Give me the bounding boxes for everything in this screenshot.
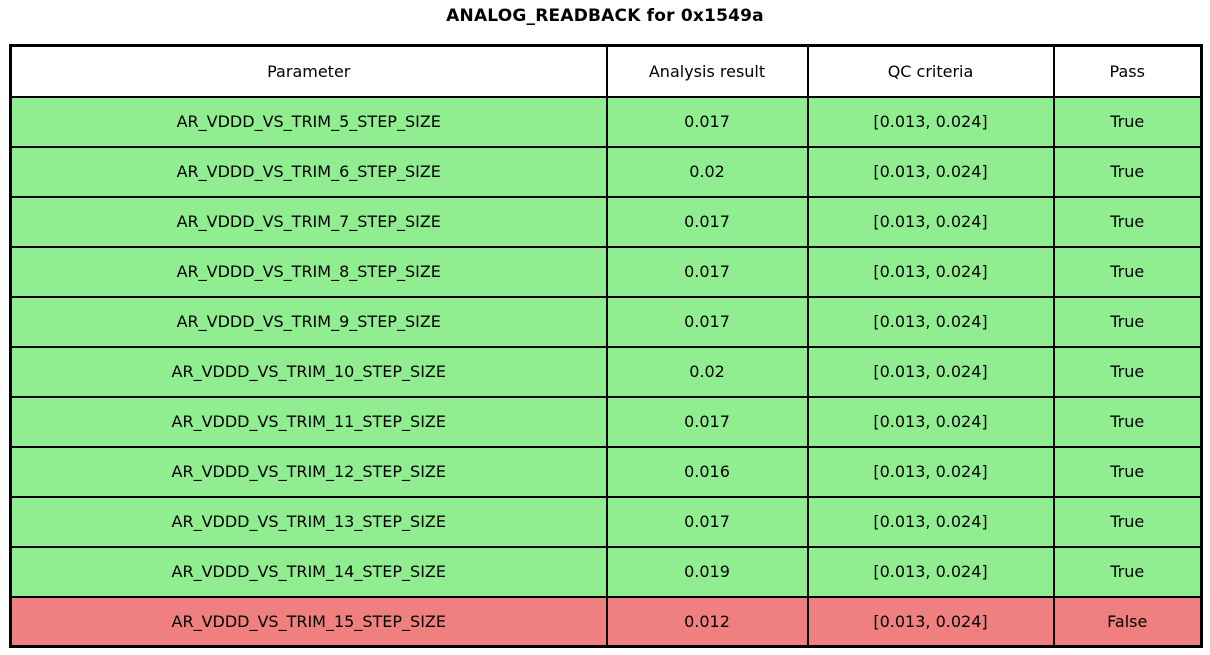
cell-pass-status: True [1052, 445, 1203, 498]
cell-parameter: AR_VDDD_VS_TRIM_12_STEP_SIZE [9, 445, 608, 498]
cell-parameter: AR_VDDD_VS_TRIM_8_STEP_SIZE [9, 245, 608, 298]
cell-parameter: AR_VDDD_VS_TRIM_14_STEP_SIZE [9, 545, 608, 598]
column-header-analysis-result: Analysis result [605, 44, 809, 98]
table-row: AR_VDDD_VS_TRIM_15_STEP_SIZE 0.012 [0.013,… [9, 595, 1203, 648]
table-row: AR_VDDD_VS_TRIM_14_STEP_SIZE 0.019 [0.013,… [9, 545, 1203, 598]
cell-pass-status: True [1052, 345, 1203, 398]
cell-parameter: AR_VDDD_VS_TRIM_15_STEP_SIZE [9, 595, 608, 648]
cell-parameter: AR_VDDD_VS_TRIM_9_STEP_SIZE [9, 295, 608, 348]
page-title: ANALOG_READBACK for 0x1549a [446, 6, 764, 26]
cell-analysis-result: 0.017 [605, 245, 809, 298]
cell-parameter: AR_VDDD_VS_TRIM_6_STEP_SIZE [9, 145, 608, 198]
cell-qc-criteria: [0.013, 0.024] [806, 545, 1055, 598]
cell-qc-criteria: [0.013, 0.024] [806, 295, 1055, 348]
cell-analysis-result: 0.012 [605, 595, 809, 648]
cell-pass-status: False [1052, 595, 1203, 648]
table-body: AR_VDDD_VS_TRIM_5_STEP_SIZE 0.017 [0.013, … [9, 95, 1203, 648]
cell-pass-status: True [1052, 545, 1203, 598]
cell-pass-status: True [1052, 295, 1203, 348]
table-row: AR_VDDD_VS_TRIM_5_STEP_SIZE 0.017 [0.013, … [9, 95, 1203, 148]
cell-parameter: AR_VDDD_VS_TRIM_10_STEP_SIZE [9, 345, 608, 398]
cell-analysis-result: 0.017 [605, 395, 809, 448]
cell-qc-criteria: [0.013, 0.024] [806, 245, 1055, 298]
cell-qc-criteria: [0.013, 0.024] [806, 495, 1055, 548]
table-row: AR_VDDD_VS_TRIM_10_STEP_SIZE 0.02 [0.013, … [9, 345, 1203, 398]
cell-parameter: AR_VDDD_VS_TRIM_7_STEP_SIZE [9, 195, 608, 248]
table-row: AR_VDDD_VS_TRIM_8_STEP_SIZE 0.017 [0.013, … [9, 245, 1203, 298]
table-header: Parameter Analysis result QC criteria Pa… [9, 44, 1203, 98]
cell-analysis-result: 0.016 [605, 445, 809, 498]
cell-analysis-result: 0.02 [605, 345, 809, 398]
column-header-pass: Pass [1052, 44, 1203, 98]
cell-parameter: AR_VDDD_VS_TRIM_11_STEP_SIZE [9, 395, 608, 448]
table-row: AR_VDDD_VS_TRIM_6_STEP_SIZE 0.02 [0.013, 0… [9, 145, 1203, 198]
header-row: Parameter Analysis result QC criteria Pa… [9, 44, 1203, 98]
cell-analysis-result: 0.017 [605, 495, 809, 548]
cell-qc-criteria: [0.013, 0.024] [806, 345, 1055, 398]
qc-results-table: Parameter Analysis result QC criteria Pa… [9, 44, 1203, 648]
cell-analysis-result: 0.019 [605, 545, 809, 598]
cell-qc-criteria: [0.013, 0.024] [806, 595, 1055, 648]
cell-pass-status: True [1052, 145, 1203, 198]
cell-pass-status: True [1052, 195, 1203, 248]
cell-parameter: AR_VDDD_VS_TRIM_5_STEP_SIZE [9, 95, 608, 148]
cell-analysis-result: 0.02 [605, 145, 809, 198]
cell-pass-status: True [1052, 245, 1203, 298]
cell-pass-status: True [1052, 495, 1203, 548]
cell-qc-criteria: [0.013, 0.024] [806, 445, 1055, 498]
table-row: AR_VDDD_VS_TRIM_11_STEP_SIZE 0.017 [0.013,… [9, 395, 1203, 448]
cell-qc-criteria: [0.013, 0.024] [806, 95, 1055, 148]
table-row: AR_VDDD_VS_TRIM_13_STEP_SIZE 0.017 [0.013,… [9, 495, 1203, 548]
cell-parameter: AR_VDDD_VS_TRIM_13_STEP_SIZE [9, 495, 608, 548]
cell-qc-criteria: [0.013, 0.024] [806, 195, 1055, 248]
cell-qc-criteria: [0.013, 0.024] [806, 395, 1055, 448]
cell-pass-status: True [1052, 95, 1203, 148]
table-row: AR_VDDD_VS_TRIM_7_STEP_SIZE 0.017 [0.013, … [9, 195, 1203, 248]
column-header-parameter: Parameter [9, 44, 608, 98]
cell-analysis-result: 0.017 [605, 195, 809, 248]
cell-analysis-result: 0.017 [605, 95, 809, 148]
table-row: AR_VDDD_VS_TRIM_9_STEP_SIZE 0.017 [0.013, … [9, 295, 1203, 348]
cell-analysis-result: 0.017 [605, 295, 809, 348]
table-row: AR_VDDD_VS_TRIM_12_STEP_SIZE 0.016 [0.013,… [9, 445, 1203, 498]
cell-qc-criteria: [0.013, 0.024] [806, 145, 1055, 198]
column-header-qc-criteria: QC criteria [806, 44, 1055, 98]
cell-pass-status: True [1052, 395, 1203, 448]
